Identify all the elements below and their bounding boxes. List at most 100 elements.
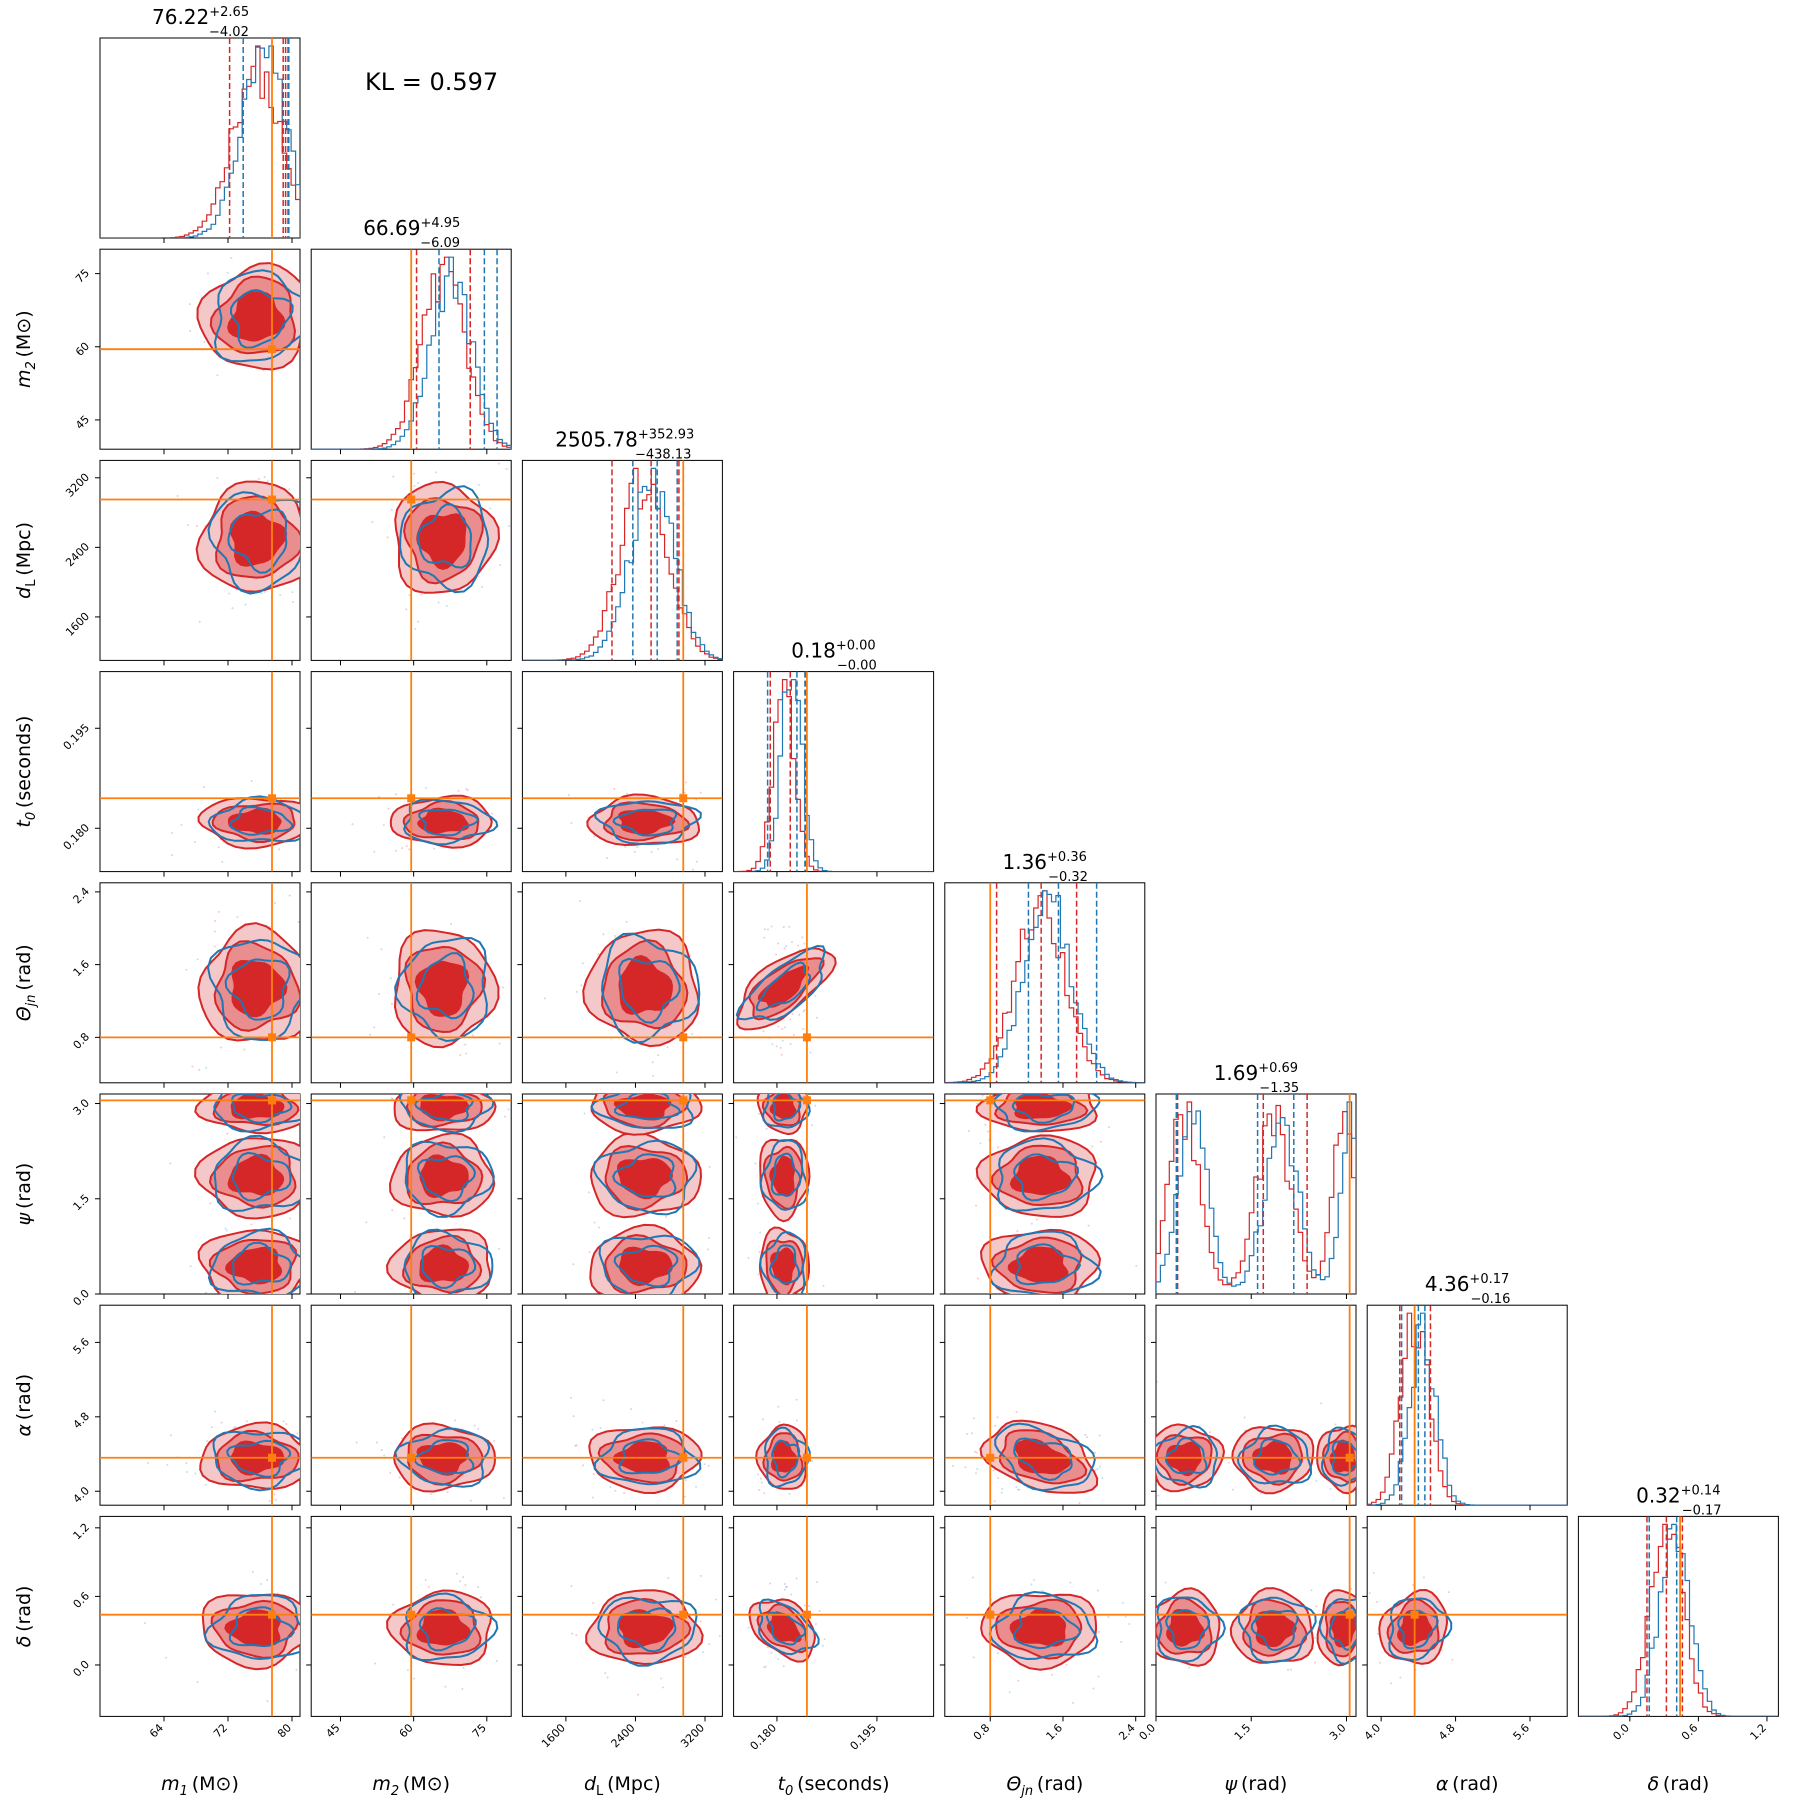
- x-tick-label-delta: 0.0: [1610, 1721, 1632, 1743]
- axis-subscript: L: [24, 579, 39, 587]
- sample-point: [210, 1426, 213, 1429]
- panel-theta-dL: [517, 882, 723, 1088]
- blue-contour-outer: [590, 1094, 695, 1129]
- sample-point: [266, 480, 269, 483]
- sample-point: [354, 1291, 357, 1294]
- panel-alpha-theta: [939, 1304, 1146, 1511]
- sample-point: [1390, 1682, 1393, 1685]
- sample-point: [241, 240, 243, 242]
- panel-frame: [99, 37, 301, 239]
- sample-point: [767, 928, 770, 931]
- sample-point: [504, 1115, 507, 1118]
- sample-point: [291, 591, 294, 594]
- x-axis-label-theta: Θjn (rad): [1006, 1773, 1083, 1799]
- sample-point: [263, 476, 266, 479]
- sample-point: [613, 787, 616, 790]
- axis-unit: (M⊙): [13, 310, 35, 361]
- panel-delta-theta: 0.8 1.6 2.4: [939, 1515, 1146, 1743]
- axis-unit: (Mpc): [603, 1773, 661, 1795]
- sample-point: [580, 984, 583, 987]
- sample-point: [493, 1439, 496, 1442]
- sample-point: [1108, 1126, 1111, 1129]
- truth-marker: [986, 1096, 995, 1105]
- sample-point: [606, 857, 609, 860]
- sample-point: [781, 1039, 784, 1042]
- blue-contour-inner: [614, 1094, 682, 1121]
- x-axis-label-m2: m2 (M⊙): [372, 1773, 450, 1799]
- sample-point: [440, 1089, 442, 1091]
- sample-point: [986, 1130, 989, 1133]
- sample-point: [631, 1505, 633, 1507]
- sample-point: [180, 824, 183, 827]
- sample-point: [789, 1018, 792, 1021]
- title-minus: −438.13: [635, 447, 691, 462]
- sample-point: [226, 1132, 229, 1135]
- blue-contour-outer: [394, 936, 488, 1043]
- sample-point: [217, 846, 220, 849]
- sample-point: [1045, 1085, 1047, 1087]
- sample-point: [591, 1428, 594, 1431]
- title-median: 1.69: [1214, 1061, 1259, 1085]
- panel-alpha-m1: 4.0 4.8 5.6: [71, 1304, 301, 1511]
- sample-point: [695, 1485, 698, 1488]
- sample-point: [268, 1499, 271, 1502]
- sample-point: [821, 1644, 824, 1647]
- sample-point: [582, 1464, 585, 1467]
- sample-point: [231, 607, 234, 610]
- axis-symbol: m: [372, 1773, 391, 1795]
- blue-histogram-theta: [944, 890, 1145, 1083]
- sample-point: [515, 963, 517, 965]
- sample-point: [790, 1593, 793, 1596]
- sample-point: [759, 1231, 762, 1234]
- sample-point: [684, 1656, 687, 1659]
- title-plus: +4.95: [420, 216, 460, 231]
- sample-point: [206, 272, 209, 275]
- sample-point: [243, 1048, 246, 1051]
- sample-point: [651, 1061, 654, 1064]
- truth-marker: [268, 1033, 276, 1042]
- sample-point: [204, 1483, 207, 1486]
- sample-point: [615, 1508, 617, 1510]
- sample-point: [221, 860, 224, 863]
- sample-point: [197, 808, 200, 811]
- sample-point: [165, 1656, 168, 1659]
- sample-point: [575, 1633, 578, 1636]
- sample-point: [220, 1046, 223, 1049]
- sample-point: [809, 1051, 812, 1054]
- truth-marker: [986, 1610, 995, 1619]
- panel-t0-t0: 0.18+0.00−0.00: [733, 639, 935, 877]
- sample-point: [823, 1638, 826, 1641]
- panel-content: [733, 671, 934, 872]
- sample-point: [951, 1464, 954, 1467]
- sample-point: [785, 1585, 788, 1588]
- y-tick-label-m2: 60: [73, 340, 92, 359]
- blue-contour-inner: [616, 1607, 677, 1653]
- blue-contour-outer: [399, 485, 490, 594]
- blue-contour-outer: [759, 1139, 809, 1211]
- red-contour-inner: [1009, 1155, 1072, 1196]
- sample-point: [636, 845, 639, 848]
- sample-point: [641, 1421, 644, 1424]
- sample-point: [186, 1470, 189, 1473]
- sample-point: [692, 868, 695, 871]
- y-tick-label-delta: 1.2: [71, 1521, 93, 1543]
- blue-contour-outer: [759, 1230, 807, 1294]
- panel-content: [100, 882, 300, 1083]
- sample-point: [593, 1221, 596, 1224]
- sample-point: [373, 1026, 376, 1029]
- truth-marker: [407, 495, 416, 504]
- x-tick-label-psi: 1.5: [1232, 1721, 1254, 1743]
- sample-point: [606, 1676, 609, 1679]
- sample-point: [220, 1421, 223, 1424]
- sample-point: [751, 1299, 753, 1301]
- sample-point: [981, 1094, 984, 1097]
- sample-point: [306, 1073, 308, 1075]
- axis-unit: (M⊙): [188, 1773, 239, 1795]
- x-tick-label-alpha: 4.0: [1362, 1721, 1384, 1743]
- panel-content: [733, 1305, 934, 1506]
- sample-point: [758, 1112, 761, 1115]
- sample-point: [1451, 1658, 1454, 1661]
- sample-point: [625, 920, 628, 923]
- x-axis-label-delta: δ (rad): [1648, 1773, 1710, 1795]
